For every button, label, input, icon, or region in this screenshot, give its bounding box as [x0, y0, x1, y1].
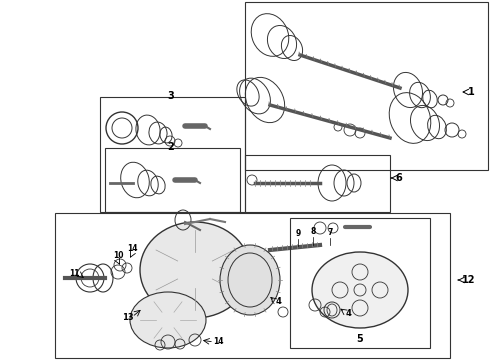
Text: 8: 8 [310, 227, 316, 236]
Text: 7: 7 [327, 228, 333, 237]
Text: 12: 12 [462, 275, 475, 285]
Text: 4: 4 [345, 309, 351, 318]
Ellipse shape [140, 222, 250, 318]
Text: 11: 11 [70, 270, 80, 279]
Text: 5: 5 [357, 334, 364, 344]
Text: 14: 14 [213, 338, 223, 346]
Bar [290, 218, 430, 348]
Ellipse shape [312, 252, 408, 328]
Text: 1: 1 [468, 87, 475, 97]
Bar [245, 2, 488, 170]
Text: 6: 6 [395, 173, 402, 183]
Text: 2: 2 [168, 142, 174, 152]
Ellipse shape [220, 245, 280, 315]
Bar [105, 148, 240, 212]
Text: 13: 13 [122, 314, 134, 323]
Ellipse shape [130, 292, 206, 348]
Text: 4: 4 [275, 297, 281, 306]
Text: 10: 10 [113, 251, 123, 260]
Text: 14: 14 [127, 244, 137, 253]
Text: 9: 9 [295, 229, 301, 238]
Bar [245, 155, 390, 212]
Bar [55, 213, 450, 358]
Text: 3: 3 [168, 91, 174, 101]
Bar [100, 97, 245, 212]
